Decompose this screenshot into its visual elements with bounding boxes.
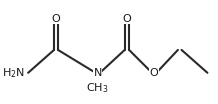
Text: O: O: [150, 68, 159, 78]
Text: H$_2$N: H$_2$N: [2, 66, 25, 80]
Text: CH$_3$: CH$_3$: [87, 81, 109, 95]
Text: N: N: [94, 68, 102, 78]
Text: O: O: [123, 14, 131, 24]
Text: O: O: [51, 14, 60, 24]
